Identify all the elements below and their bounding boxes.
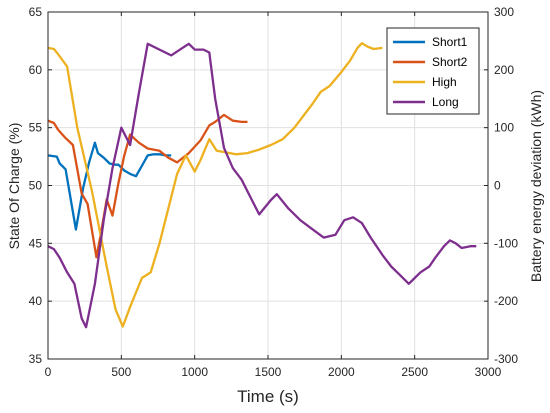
y-right-tick-label: 300 [494,5,514,19]
y-right-tick-label: 200 [494,63,514,77]
y-right-tick-label: 100 [494,121,514,135]
y-left-tick-label: 60 [29,63,43,77]
legend-label-high: High [432,75,457,89]
legend-label-short1: Short1 [432,35,468,49]
series-line-long [47,42,477,329]
y-left-tick-label: 40 [29,294,43,308]
y-right-tick-label: -300 [494,352,518,366]
y-left-tick-label: 65 [29,5,43,19]
x-tick-label: 2000 [328,365,355,379]
x-tick-label: 2500 [401,365,428,379]
y-right-tick-label: 0 [494,179,501,193]
legend-label-short2: Short2 [432,55,468,69]
legend: Short1 Short2 High Long [386,27,480,115]
x-tick-label: 1500 [255,365,282,379]
y-axis-label-left: State Of Charge (%) [6,123,22,250]
series-lines [47,42,477,329]
x-tick-label: 1000 [181,365,208,379]
series-line-short2 [47,113,248,259]
y-left-tick-label: 45 [29,236,43,250]
y-left-tick-label: 50 [29,179,43,193]
y-left-tick-label: 55 [29,121,43,135]
y-axis-label-right: Battery energy deviation (kWh) [528,90,544,282]
y-right-tick-label: -200 [494,294,518,308]
ticks: 0 500 1000 1500 2000 2500 300035404550556065-3… [29,5,519,379]
x-tick-label: 0 [45,365,52,379]
x-axis-label: Time (s) [237,387,299,406]
legend-label-long: Long [432,95,459,109]
series-line-high [47,42,383,328]
x-tick-label: 3000 [475,365,502,379]
y-left-tick-label: 35 [29,352,43,366]
y-right-tick-label: -100 [494,236,518,250]
x-tick-label: 500 [111,365,131,379]
